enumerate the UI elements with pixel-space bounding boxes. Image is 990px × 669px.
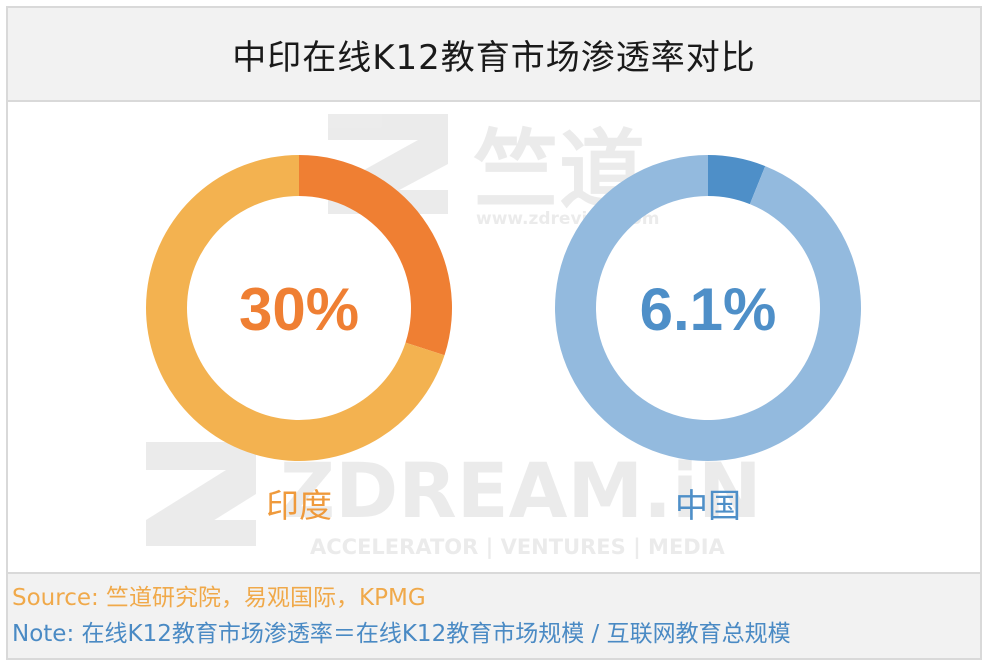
china-label: 中国	[675, 486, 741, 525]
watermark-brand: ZDREAM.iN	[280, 446, 762, 535]
donut-charts-svg: 竺道 www.zdreview.com ZDREAM.iN ACCELERATO…	[146, 114, 861, 560]
china-value-slice	[708, 155, 766, 205]
watermark-logo-mark-bottom	[146, 442, 256, 546]
india-label: 印度	[266, 486, 332, 525]
watermark-tagline: ACCELERATOR | VENTURES | MEDIA	[310, 535, 726, 560]
note-text: Note: 在线K12教育市场渗透率＝在线K12教育市场规模 / 互联网教育总规…	[12, 621, 791, 647]
title-bar: 中印在线K12教育市场渗透率对比	[8, 8, 980, 102]
donut-india: 30% 印度	[146, 155, 452, 525]
donut-china: 6.1% 中国	[555, 154, 861, 525]
chart-frame: 中印在线K12教育市场渗透率对比 竺道 www.zdreview.com ZDR…	[6, 6, 982, 660]
india-value-slice	[299, 155, 452, 356]
chart-title: 中印在线K12教育市场渗透率对比	[232, 37, 756, 78]
chart-area: 竺道 www.zdreview.com ZDREAM.iN ACCELERATO…	[8, 102, 980, 572]
india-center-value: 30%	[239, 276, 359, 343]
footer: Source: 竺道研究院，易观国际，KPMG Note: 在线K12教育市场渗…	[8, 572, 980, 658]
china-center-value: 6.1%	[640, 276, 777, 343]
source-text: Source: 竺道研究院，易观国际，KPMG	[12, 585, 426, 611]
